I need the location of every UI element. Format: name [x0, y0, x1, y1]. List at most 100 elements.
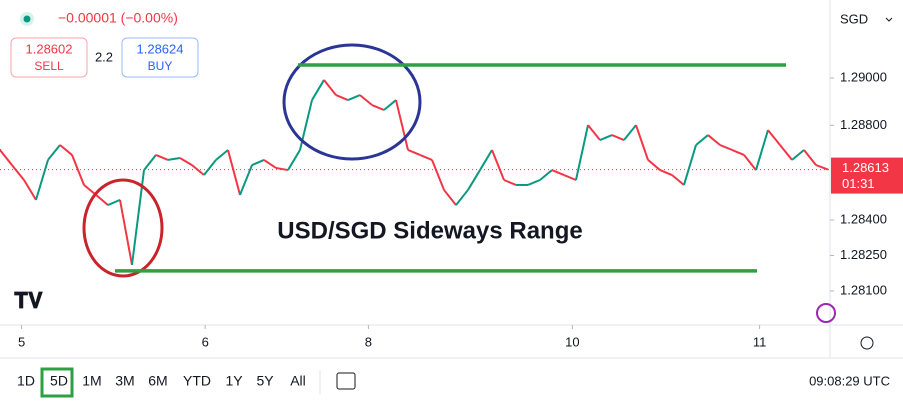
x-tick-label: 10 [565, 334, 579, 349]
price-segment [263, 159, 277, 169]
price-segment [767, 129, 781, 146]
price-segment [623, 124, 637, 141]
price-segment [443, 189, 457, 206]
price-segment [227, 149, 241, 196]
price-segment [707, 134, 721, 146]
buy-label: BUY [148, 59, 173, 73]
price-segment [287, 149, 301, 171]
price-segment [311, 79, 325, 101]
price-segment [107, 198, 121, 206]
x-tick-label: 11 [753, 334, 767, 349]
price-segment [179, 157, 193, 166]
price-segment [491, 149, 505, 181]
price-segment [743, 154, 757, 171]
highlight-ellipse [82, 178, 164, 278]
spread: 2.2 [95, 49, 113, 64]
range-buttons: 1D 5D 1M 3M 6M YTD 1Y 5Y All [17, 367, 306, 398]
x-tick-label: 8 [365, 334, 372, 349]
price-segment [719, 144, 733, 151]
sell-label: SELL [34, 59, 64, 73]
settings-icon[interactable] [860, 336, 874, 350]
price-segment [419, 154, 433, 161]
alert-icon[interactable] [816, 303, 836, 323]
price-segment [467, 169, 481, 191]
price-segment [359, 94, 373, 106]
price-segment [587, 124, 601, 141]
price-tag [831, 157, 903, 194]
price-segment [755, 129, 769, 171]
price-segment [803, 149, 817, 166]
price-segment [431, 159, 445, 191]
price-segment [635, 124, 649, 161]
y-tick-label: 1.29000 [840, 69, 887, 84]
highlight-ellipse [282, 43, 422, 161]
y-tick-label: 1.28800 [840, 117, 887, 132]
dropdown-caret [885, 17, 893, 22]
price-segment [35, 159, 49, 201]
price-segment [203, 159, 217, 176]
price-segment [71, 154, 85, 186]
currency[interactable]: SGD [840, 11, 868, 26]
range-button[interactable]: 6M [148, 373, 167, 389]
price-segment [143, 154, 157, 171]
price-segment [11, 164, 25, 181]
y-tick-label: 1.28100 [840, 282, 887, 297]
price-segment [527, 179, 541, 186]
calendar-icon[interactable] [336, 372, 356, 390]
price-segment [599, 134, 613, 141]
buy-price: 1.28624 [137, 41, 184, 56]
price-segment [323, 79, 337, 96]
price-segment [731, 149, 745, 156]
price-segment [791, 149, 805, 161]
y-tick-label: 1.28400 [840, 211, 887, 226]
price-segment [695, 134, 709, 146]
range-button[interactable]: 1M [82, 373, 101, 389]
range-button[interactable]: YTD [183, 373, 211, 389]
price-segment [83, 184, 97, 196]
logo: 𝐓𝐕 [14, 288, 43, 313]
price-segment [239, 164, 253, 196]
buy-button[interactable] [121, 37, 199, 78]
price-segment [191, 164, 205, 176]
y-tick-label: 1.28250 [840, 247, 887, 262]
price-segment [503, 179, 517, 186]
price-segment [551, 169, 565, 176]
price-segment [575, 124, 589, 181]
price-segment [683, 144, 697, 186]
price-segment [671, 174, 685, 186]
price-segment [347, 94, 361, 101]
price-segment [659, 169, 673, 176]
price-segment [539, 169, 553, 181]
price-segment [251, 158, 265, 167]
range-button[interactable]: 1D [17, 373, 35, 389]
status-dot [23, 15, 31, 23]
annotation-title: USD/SGD Sideways Range [277, 217, 582, 244]
price-tag-countdown: 01:31 [842, 176, 875, 191]
price-segment [215, 149, 229, 161]
price-segment [479, 149, 493, 171]
clock: 09:08:29 UTC [809, 373, 890, 388]
price-segment [95, 194, 109, 206]
range-button[interactable]: All [290, 373, 306, 389]
price-segment [167, 157, 181, 161]
price-tag-price: 1.28613 [842, 160, 889, 175]
sell-button[interactable] [10, 37, 88, 78]
price-segment [455, 189, 469, 206]
range-button[interactable]: 5D [50, 373, 68, 389]
x-tick-label: 5 [18, 334, 25, 349]
price-segment [23, 179, 37, 201]
range-button[interactable]: 1Y [225, 373, 243, 389]
price-segment [275, 166, 289, 172]
price-segment [779, 144, 793, 161]
price-segment [59, 144, 73, 156]
change: −0.00001 (−0.00%) [58, 10, 178, 26]
range-button[interactable]: 3M [115, 373, 134, 389]
price-segment [815, 164, 829, 171]
sell-price: 1.28602 [26, 41, 73, 56]
range-selected [40, 367, 74, 398]
range-button[interactable]: 5Y [256, 373, 274, 389]
price-segment [563, 174, 577, 181]
price-segment [407, 149, 421, 156]
price-segment [0, 149, 13, 166]
price-segment [647, 159, 661, 171]
